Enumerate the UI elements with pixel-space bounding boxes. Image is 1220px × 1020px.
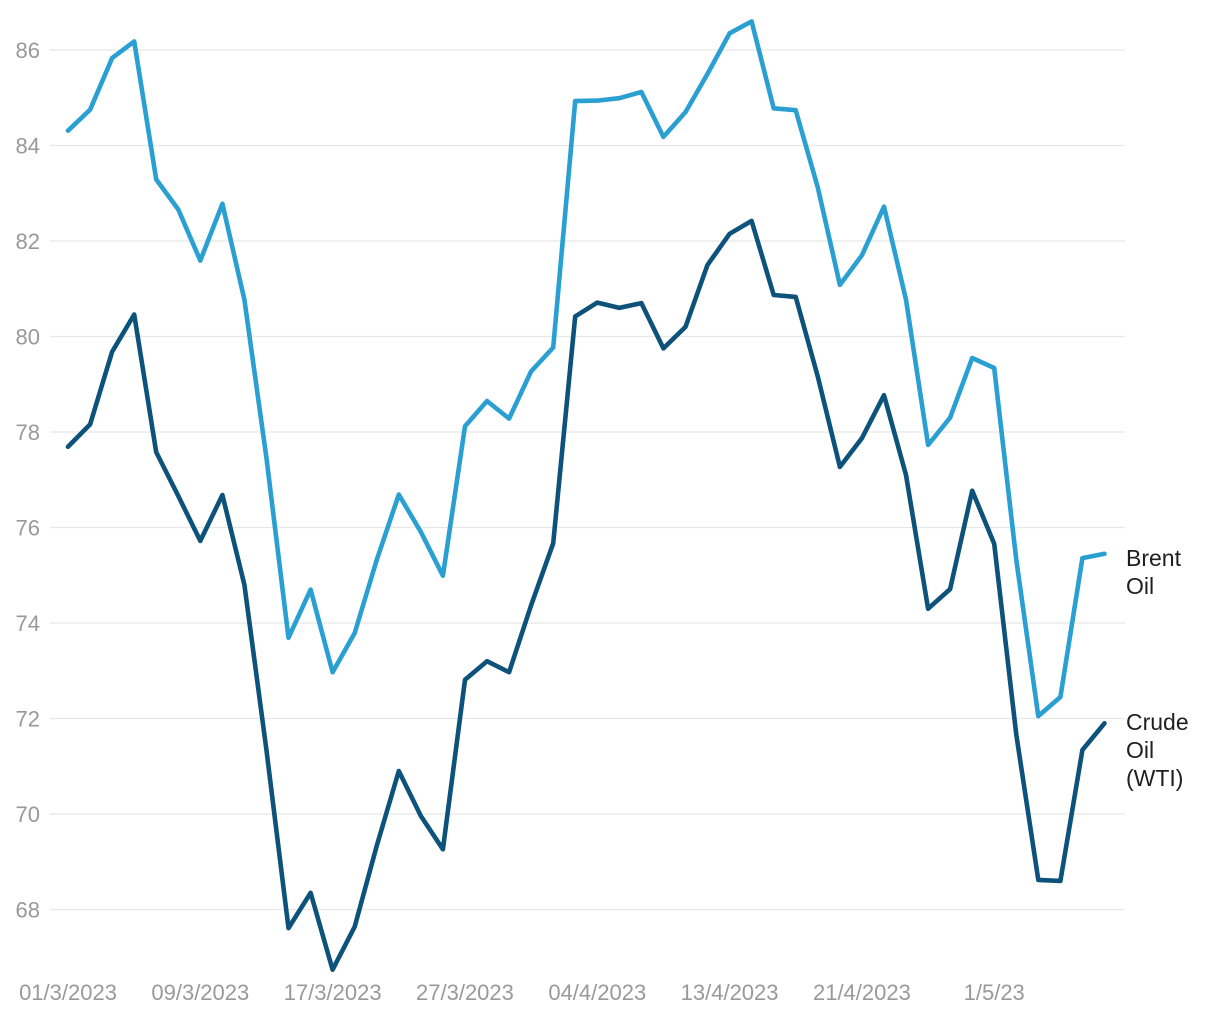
y-tick-label-72: 72 [16,707,40,732]
x-tick-label-27-3-2023: 27/3/2023 [416,980,514,1005]
legend-crude-oil-wti: Crude Oil (WTI) [1126,709,1189,791]
x-tick-label-09-3-2023: 09/3/2023 [151,980,249,1005]
y-tick-label-84: 84 [16,134,40,159]
y-tick-label-80: 80 [16,325,40,350]
legend-brent-oil: Brent Oil [1126,545,1181,599]
y-tick-label-74: 74 [16,611,40,636]
y-tick-label-78: 78 [16,420,40,445]
x-tick-label-17-3-2023: 17/3/2023 [284,980,382,1005]
y-tick-label-82: 82 [16,229,40,254]
crude-oil-wti-series-line [65,218,1107,973]
y-tick-label-86: 86 [16,38,40,63]
x-tick-label-01-3-2023: 01/3/2023 [19,980,117,1005]
x-tick-label-04-4-2023: 04/4/2023 [548,980,646,1005]
y-tick-label-76: 76 [16,516,40,541]
x-tick-label-1-5-23: 1/5/23 [964,980,1025,1005]
x-tick-label-21-4-2023: 21/4/2023 [813,980,911,1005]
x-tick-label-13-4-2023: 13/4/2023 [681,980,779,1005]
brent-oil-series-line [65,19,1107,719]
y-tick-label-68: 68 [16,898,40,923]
y-tick-label-70: 70 [16,802,40,827]
